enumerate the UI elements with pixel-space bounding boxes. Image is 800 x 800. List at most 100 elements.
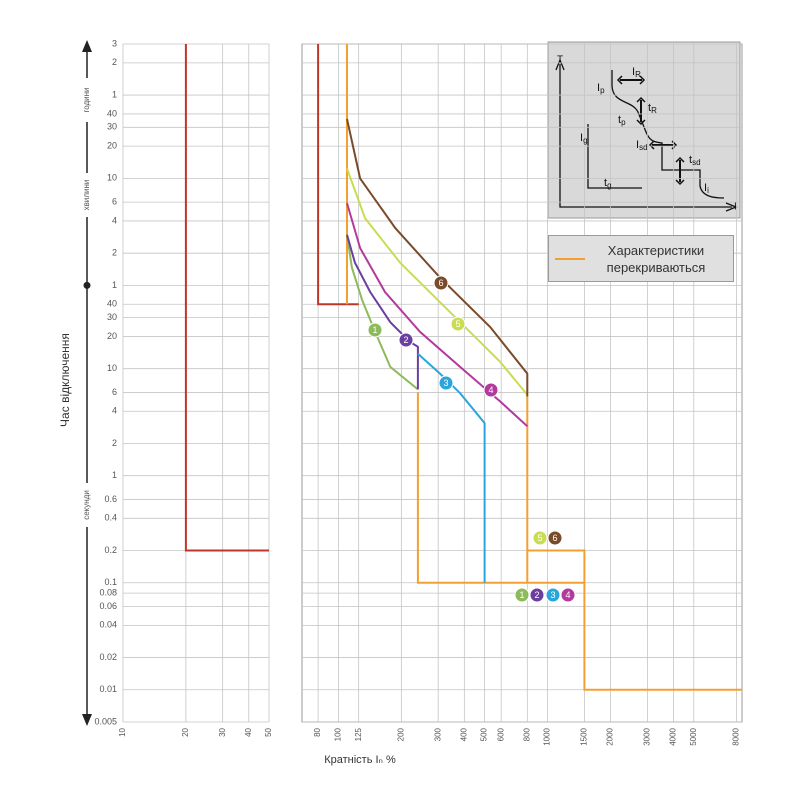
- curve-badge-label: 6: [438, 278, 443, 288]
- y-tick-label: 4: [112, 215, 117, 225]
- y-tick-label: 1: [112, 89, 117, 99]
- inset-label: tsd: [689, 154, 701, 167]
- inset-label-sub: g: [583, 136, 587, 145]
- curve-badge: [433, 275, 449, 291]
- inset-label: IR: [632, 66, 641, 79]
- curve-badge: [450, 316, 466, 332]
- x-axis-title: Кратність Iₙ %: [324, 754, 396, 766]
- curve-badge: [532, 530, 548, 546]
- curve-badge-label: 5: [455, 319, 460, 329]
- y-tick-label: 2: [112, 438, 117, 448]
- inset-label-main: t: [618, 114, 621, 126]
- curve-badge: [483, 382, 499, 398]
- x-tick-label: 30: [218, 727, 227, 736]
- series-line: [317, 44, 359, 306]
- y-tick-label: 20: [107, 141, 117, 151]
- curve-badge-label: 4: [488, 385, 493, 395]
- curve-badge-label: 3: [443, 378, 448, 388]
- y-tick-label: 6: [112, 387, 117, 397]
- inset-label-sub: g: [607, 181, 611, 190]
- inset-label: Ig: [580, 132, 588, 145]
- inset-axis-label: T: [557, 55, 563, 66]
- y-tick-label: 0.04: [99, 620, 117, 630]
- x-tick-label: 2000: [606, 727, 615, 745]
- curve-badge: [398, 332, 414, 348]
- inset-label: tp: [618, 114, 626, 127]
- curve-badge-label: 3: [550, 590, 555, 600]
- x-tick-label: 125: [354, 727, 363, 741]
- y-unit-label: хвилини: [82, 180, 91, 211]
- inset-label-main: t: [648, 102, 651, 114]
- y-unit-label: години: [82, 87, 91, 112]
- inset-label: Ii: [704, 182, 709, 195]
- curve-badge-label: 4: [565, 590, 570, 600]
- inset-label-sub: p: [600, 86, 605, 95]
- unit-label-bg: [82, 78, 92, 122]
- x-tick-label: 5000: [689, 727, 698, 745]
- series-line: [346, 202, 528, 427]
- x-tick-label: 1000: [543, 727, 552, 745]
- y-tick-label: 30: [107, 122, 117, 132]
- x-tick-label: 200: [396, 727, 405, 741]
- inset-label-sub: p: [621, 118, 626, 127]
- y-tick-label: 2: [112, 57, 117, 67]
- inset-box: [547, 41, 741, 219]
- series-line: [346, 168, 529, 396]
- x-tick-label: 4000: [669, 727, 678, 745]
- y-tick-label: 40: [107, 299, 117, 309]
- series-line: [346, 118, 529, 397]
- legend-swatch: [555, 258, 585, 260]
- inset-label-main: I: [704, 182, 707, 194]
- legend: Характеристики перекриваються: [548, 235, 734, 282]
- y-unit-label: секунди: [82, 490, 91, 520]
- x-tick-label: 8000: [732, 727, 741, 745]
- inset-label-sub: R: [635, 70, 641, 79]
- y-tick-label: 3: [112, 38, 117, 48]
- curve-badge-label: 1: [372, 325, 377, 335]
- inset-label-main: I: [636, 139, 639, 151]
- inset-label: Ip: [597, 82, 605, 95]
- legend-label: Характеристики перекриваються: [606, 243, 706, 275]
- inset-label-sub: R: [651, 106, 657, 115]
- series-line: [184, 44, 269, 552]
- curve-badge: [438, 375, 454, 391]
- y-tick-label: 0.02: [99, 652, 117, 662]
- curve-badge: [560, 587, 576, 603]
- y-tick-label: 0.08: [99, 587, 117, 597]
- curve-badge: [545, 587, 561, 603]
- x-tick-label: 20: [181, 727, 190, 736]
- curve-badge-label: 1: [519, 590, 524, 600]
- inset-label-main: I: [597, 82, 600, 94]
- y-tick-label: 4: [112, 406, 117, 416]
- axis-dot: [83, 281, 91, 289]
- x-tick-label: 800: [522, 727, 531, 741]
- series-line: [346, 44, 742, 691]
- y-tick-label: 0.4: [104, 513, 117, 523]
- y-axis-title: Час відключення: [58, 333, 72, 427]
- x-tick-label: 40: [244, 727, 253, 736]
- curve-badge-label: 2: [534, 590, 539, 600]
- x-tick-label: 50: [264, 727, 273, 736]
- inset-label: Isd: [636, 139, 648, 152]
- series-line: [346, 234, 419, 391]
- y-tick-label: 30: [107, 312, 117, 322]
- inset-label: tR: [648, 102, 657, 115]
- y-tick-label: 6: [112, 196, 117, 206]
- y-tick-label: 0.6: [104, 494, 117, 504]
- curve-badge-label: 2: [403, 335, 408, 345]
- inset-label-main: I: [632, 66, 635, 78]
- x-tick-label: 400: [459, 727, 468, 741]
- inset-axis-label: I: [734, 202, 737, 213]
- x-tick-label: 3000: [642, 727, 651, 745]
- x-tick-label: 100: [333, 727, 342, 741]
- inset-label-sub: sd: [692, 158, 700, 167]
- y-tick-label: 10: [107, 363, 117, 373]
- x-tick-label: 10: [118, 727, 127, 736]
- inset-diagram: [555, 58, 738, 212]
- inset-label-main: t: [604, 177, 607, 189]
- inset-label-sub: sd: [639, 143, 647, 152]
- inset-label: tg: [604, 177, 612, 190]
- inset-label-sub: i: [707, 186, 709, 195]
